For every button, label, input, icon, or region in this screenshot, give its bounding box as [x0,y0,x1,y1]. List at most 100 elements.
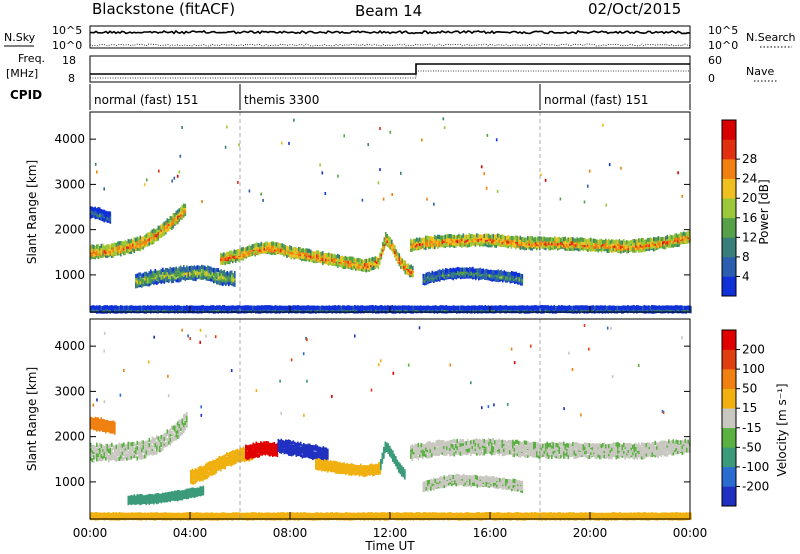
power-cell [458,236,460,241]
power-cell [648,237,651,242]
power-cell [459,234,462,239]
power-cell [160,268,163,273]
power-cell [442,271,444,276]
power-cell [612,246,615,251]
power-cell [108,251,110,256]
velocity-cell [106,455,109,460]
power-cell [479,275,482,280]
power-cell [605,247,607,252]
power-cell [124,250,127,256]
power-cell [138,239,140,244]
power-cell [271,305,274,310]
power-cell [566,242,568,247]
power-cell [558,241,561,246]
power-cell [549,242,552,247]
power-cell [581,242,583,247]
power-cell [334,256,336,262]
power-cell [196,305,199,310]
velocity-cell [90,453,92,458]
power-cell [109,214,112,219]
power-cell [223,256,225,261]
power-cell [457,270,459,275]
power-cell [165,305,167,310]
velocity-cell [105,456,107,461]
power-cell [235,305,238,310]
power-cell [620,244,622,250]
power-cell [374,256,377,261]
power-cell [561,305,563,310]
power-cell [531,242,534,247]
power-cell [530,236,532,241]
velocity-cell [111,420,113,426]
power-cell [606,248,609,253]
power-cell [359,258,362,263]
power-cell [135,240,137,245]
power-cell [346,256,348,261]
power-scatter [483,172,485,176]
power-cell [490,269,492,274]
power-cell [136,239,139,244]
power-cell [490,276,492,281]
power-cell [223,259,225,264]
power-cell [368,260,371,265]
power-cell [490,305,493,310]
power-scatter [171,179,173,183]
power-cell [162,271,164,276]
velocity-cell [97,424,100,429]
power-cell [94,250,97,256]
power-cell [666,242,669,247]
power-cell [180,207,182,212]
velocity-cell [132,444,134,449]
power-cell [145,241,148,246]
power-cell [472,272,474,277]
power-cell [413,243,415,248]
power-cell [412,266,414,271]
power-cell [488,276,491,281]
power-cell [518,272,521,277]
power-cell [91,244,94,249]
power-cell [424,305,427,310]
power-cell [395,249,398,254]
power-cell [328,305,331,310]
power-cell [242,252,245,257]
power-cell [416,242,418,247]
power-cell [406,270,408,275]
power-cell [467,271,470,276]
power-cell [663,239,666,244]
power-cell [246,305,248,310]
velocity-cell [99,447,101,453]
power-cell [94,213,97,218]
power-cell [410,269,413,274]
power-cell [364,262,366,267]
power-cell [502,278,504,283]
velocity-cell [132,447,134,452]
power-cell [90,208,92,213]
power-cell [228,305,230,310]
power-cell [338,257,341,263]
power-cell [618,247,621,252]
power-cell [485,271,488,276]
power-cell [190,269,193,274]
power-cell [165,230,167,235]
power-cell [314,259,317,264]
power-cell [284,248,287,253]
power-cell [361,259,363,264]
power-cell [475,268,477,273]
power-cell [644,248,646,253]
power-cell [567,246,570,251]
velocity-cell [115,453,118,459]
velocity-cell [129,453,131,458]
power-cell [443,235,445,240]
power-cell [591,238,594,243]
power-cell [479,238,481,243]
power-cell [653,247,655,252]
power-cell [488,241,490,246]
power-cell [518,243,520,248]
power-cell [411,305,413,310]
power-cell [495,305,497,310]
power-cell [141,279,143,284]
power-cell [398,253,401,258]
power-cell [673,305,676,310]
power-cell [105,305,107,310]
power-cell [232,256,234,262]
